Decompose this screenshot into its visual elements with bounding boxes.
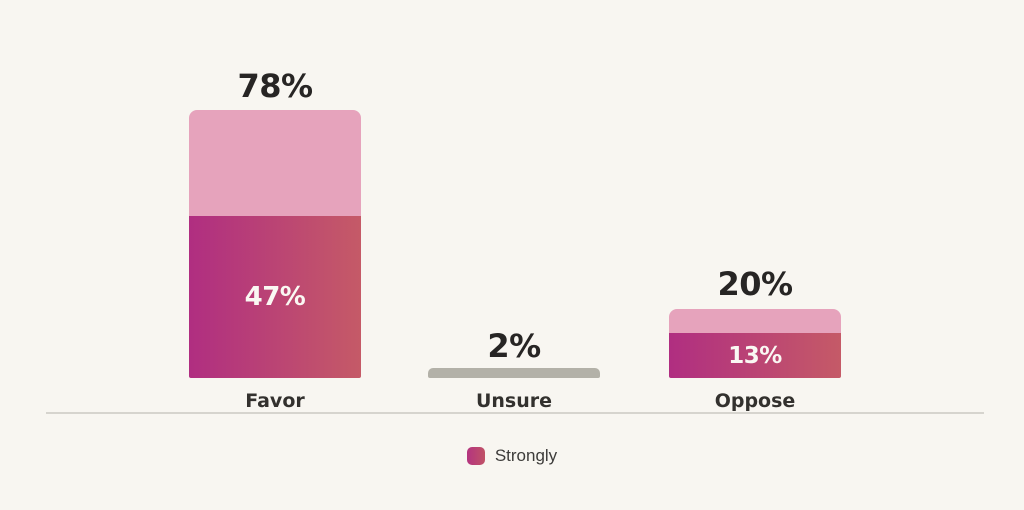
category-label-favor: Favor	[245, 390, 305, 412]
bar-favor-remainder-segment[interactable]	[189, 110, 361, 216]
total-value-label-oppose: 20%	[717, 265, 793, 303]
strongly-value-label-favor: 47%	[244, 282, 306, 312]
category-label-unsure: Unsure	[475, 390, 553, 412]
legend: Strongly	[0, 446, 1024, 466]
bar-oppose-strongly-segment[interactable]: 13%	[669, 333, 841, 378]
bar-favor: 47%	[189, 110, 361, 378]
legend-swatch-strongly	[466, 447, 485, 465]
bar-favor-strongly-segment[interactable]: 47%	[189, 216, 361, 378]
x-axis-line	[46, 412, 984, 414]
total-value-label-unsure: 2%	[487, 327, 541, 365]
legend-item-strongly[interactable]: Strongly	[466, 446, 558, 466]
bar-oppose-remainder-segment[interactable]	[669, 309, 841, 333]
bar-unsure-segment[interactable]	[428, 368, 600, 378]
total-value-label-favor: 78%	[237, 67, 313, 105]
bar-unsure	[428, 368, 600, 378]
bar-oppose: 13%	[669, 309, 841, 378]
legend-label-strongly: Strongly	[494, 446, 558, 465]
category-label-oppose: Oppose	[714, 390, 796, 412]
strongly-value-label-oppose: 13%	[728, 342, 782, 369]
